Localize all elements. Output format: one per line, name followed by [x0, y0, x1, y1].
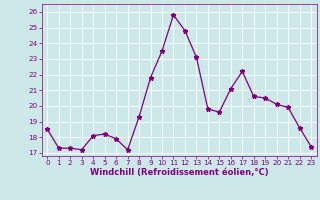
X-axis label: Windchill (Refroidissement éolien,°C): Windchill (Refroidissement éolien,°C) — [90, 168, 268, 177]
